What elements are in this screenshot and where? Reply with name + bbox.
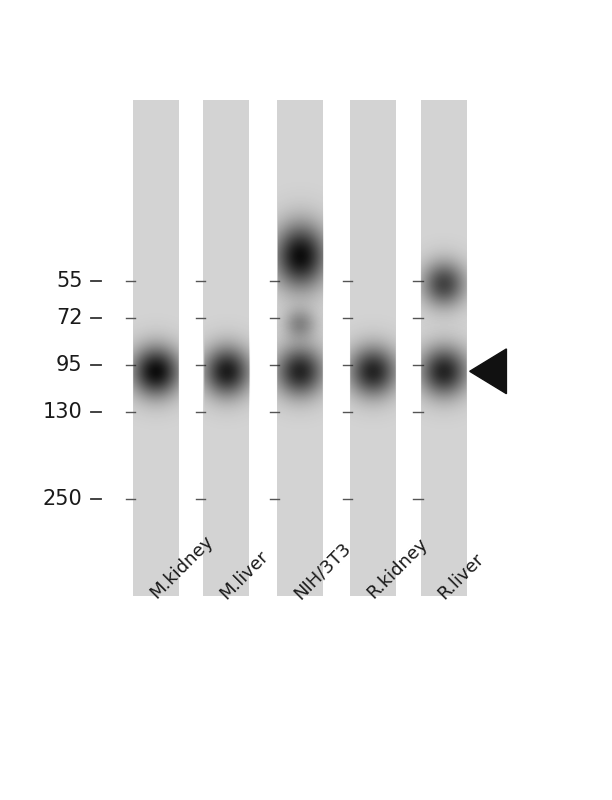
Text: 130: 130 (43, 402, 83, 422)
Text: M.liver: M.liver (217, 546, 272, 602)
Polygon shape (470, 349, 506, 394)
Text: M.kidney: M.kidney (146, 532, 217, 602)
Bar (421, 100, 466, 596)
Bar (350, 100, 397, 596)
Text: NIH/3T3: NIH/3T3 (290, 538, 354, 602)
Bar (203, 100, 250, 596)
Bar (133, 100, 179, 596)
Text: 55: 55 (56, 271, 83, 291)
Text: 95: 95 (56, 355, 83, 375)
Bar (277, 100, 323, 596)
Text: R.liver: R.liver (434, 550, 487, 602)
Text: 72: 72 (56, 308, 83, 328)
Text: 250: 250 (43, 490, 83, 510)
Text: R.kidney: R.kidney (364, 534, 431, 602)
